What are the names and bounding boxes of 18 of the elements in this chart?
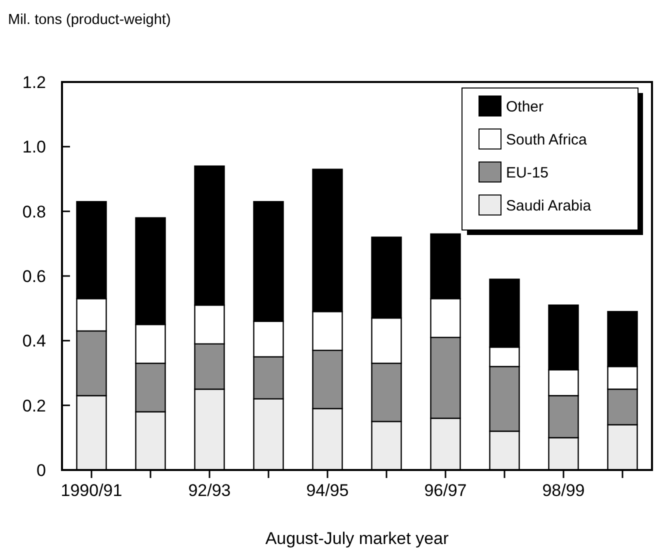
y-tick-label: 0.6 bbox=[22, 266, 46, 286]
y-tick-label: 0.4 bbox=[22, 332, 46, 351]
legend-label: EU-15 bbox=[506, 164, 549, 182]
x-tick-label: 1990/91 bbox=[60, 481, 122, 500]
y-tick-label: 0 bbox=[36, 460, 46, 480]
y-tick-label: 1.2 bbox=[22, 72, 46, 92]
y-tick-label: 1.0 bbox=[22, 138, 46, 157]
legend-label: Other bbox=[506, 98, 544, 116]
x-tick-label: 98/99 bbox=[542, 481, 585, 500]
x-axis-title: August-July market year bbox=[265, 529, 449, 548]
legend-label: South Africa bbox=[506, 131, 588, 148]
x-tick-label: 92/93 bbox=[188, 481, 231, 500]
y-axis-title: Mil. tons (product-weight) bbox=[8, 12, 171, 28]
x-tick-label: 94/95 bbox=[306, 481, 349, 500]
x-tick-label: 96/97 bbox=[424, 481, 467, 500]
legend-label: Saudi Arabia bbox=[506, 197, 592, 214]
y-tick-label: 0.8 bbox=[22, 202, 46, 222]
y-tick-label: 0.2 bbox=[22, 396, 46, 416]
